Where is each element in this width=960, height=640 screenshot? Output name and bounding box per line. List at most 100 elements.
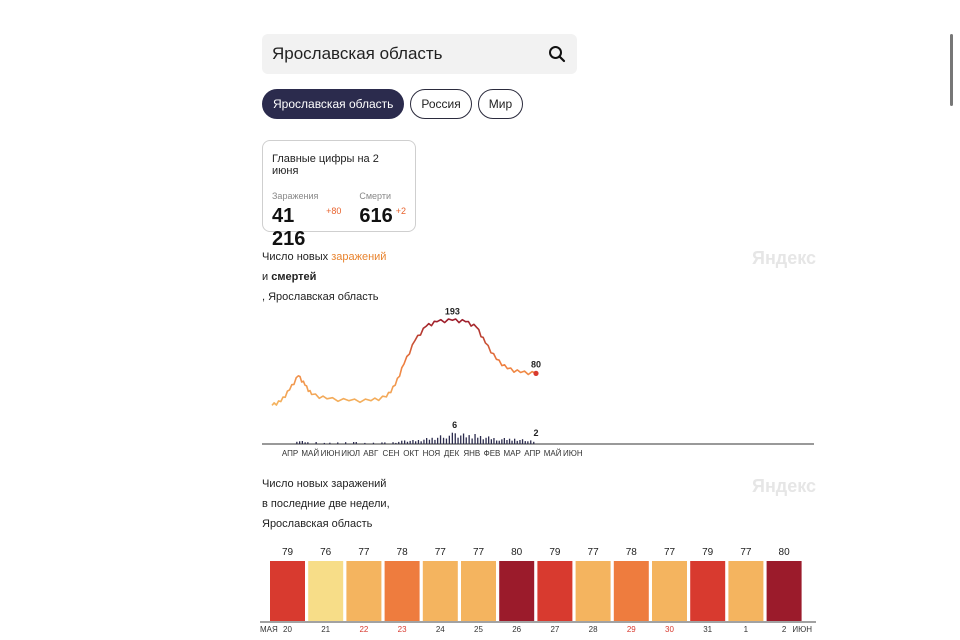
- yandex-watermark: Яндекс: [752, 476, 817, 496]
- x-tick-label: АПР: [524, 449, 540, 458]
- deaths-bar: [372, 442, 375, 444]
- bar: [537, 561, 573, 621]
- x-tick-label: ИЮН: [321, 449, 341, 458]
- chart2-title-line: Число новых заражений: [262, 478, 387, 490]
- bar: [613, 561, 649, 621]
- deaths-bar: [384, 442, 386, 444]
- deaths-bar: [307, 442, 309, 444]
- category-label: 29: [627, 625, 636, 634]
- bar: [690, 561, 726, 621]
- deaths-bar: [304, 442, 306, 444]
- deaths-bar: [420, 441, 422, 445]
- deaths-bar: [479, 436, 482, 444]
- category-label: 2: [782, 625, 787, 634]
- chart1-title-deaths: смертей: [271, 271, 317, 283]
- infections-delta: +80: [326, 206, 342, 216]
- deaths-bar: [395, 442, 397, 444]
- deaths-bar: [514, 438, 516, 444]
- deaths-label: Смерти: [359, 191, 392, 201]
- bar-value-label: 77: [358, 547, 370, 558]
- deaths-bar: [468, 435, 470, 444]
- deaths-bar: [329, 442, 331, 444]
- category-label: 22: [359, 625, 368, 634]
- summary-title: Главные цифры на 2 июня: [272, 153, 379, 177]
- deaths-bar: [415, 441, 417, 444]
- bar: [422, 561, 458, 621]
- deaths-bar: [462, 433, 465, 444]
- deaths-bar: [490, 439, 492, 444]
- deaths-bar: [501, 439, 503, 444]
- deaths-bar: [471, 438, 473, 444]
- search-box[interactable]: Ярославская область: [262, 34, 577, 74]
- infections-label: Заражения: [272, 191, 319, 201]
- x-tick-label: ФЕВ: [484, 449, 501, 458]
- infections-value: 41 216: [272, 205, 306, 250]
- deaths-bar: [516, 440, 518, 444]
- bar: [575, 561, 611, 621]
- deaths-bar: [345, 442, 347, 444]
- deaths-delta: +2: [395, 206, 406, 216]
- deaths-bar: [498, 440, 500, 444]
- deaths-bar: [530, 440, 532, 444]
- category-label: 27: [550, 625, 559, 634]
- category-label: 20: [283, 625, 292, 634]
- tab-world[interactable]: Мир: [477, 89, 524, 119]
- deaths-bar: [488, 436, 490, 444]
- deaths-bar: [477, 437, 479, 444]
- deaths-bar: [454, 433, 456, 444]
- deaths-bar: [445, 438, 448, 444]
- deaths-stat: Смерти 616 +2: [359, 191, 406, 251]
- deaths-bar: [465, 437, 467, 444]
- deaths-bar: [496, 440, 498, 444]
- bar-value-label: 77: [435, 547, 447, 558]
- deaths-bar: [412, 440, 414, 444]
- deaths-bar: [406, 441, 409, 444]
- category-label: 24: [436, 625, 445, 634]
- search-icon[interactable]: [547, 44, 567, 64]
- month-end-label: ИЮН: [792, 625, 812, 634]
- bar-value-label: 78: [397, 547, 409, 558]
- deaths-bar: [527, 441, 529, 444]
- deaths-bar: [423, 439, 425, 444]
- x-tick-label: НОЯ: [423, 449, 441, 458]
- x-tick-label: СЕН: [383, 449, 400, 458]
- x-tick-label: АВГ: [363, 449, 379, 458]
- chart1-title: Число новых заражений и смертей , Яросла…: [262, 247, 386, 307]
- bar: [652, 561, 687, 621]
- bar-value-label: 80: [511, 547, 523, 558]
- bar: [384, 561, 420, 621]
- deaths-bar: [337, 442, 339, 444]
- bar-value-label: 77: [588, 547, 600, 558]
- bar-value-label: 76: [320, 547, 332, 558]
- deaths-bar: [428, 439, 431, 444]
- chart1-title-and: и: [262, 271, 269, 283]
- deaths-annotation: 2: [533, 428, 538, 438]
- deaths-bar: [398, 441, 400, 444]
- deaths-bar: [301, 441, 303, 444]
- x-tick-label: ОКТ: [403, 449, 419, 458]
- tab-yaroslavl-region[interactable]: Ярославская область: [262, 89, 405, 119]
- deaths-annotation: 6: [452, 420, 457, 430]
- deaths-bar: [482, 439, 484, 444]
- month-start-label: МАЯ: [260, 625, 278, 634]
- deaths-bar: [442, 437, 445, 444]
- category-label: 31: [703, 625, 712, 634]
- category-label: 25: [474, 625, 483, 634]
- deaths-bar: [460, 435, 462, 444]
- x-tick-label: ИЮЛ: [341, 449, 360, 458]
- x-tick-label: ДЕК: [444, 449, 460, 458]
- scrollbar[interactable]: [950, 34, 953, 106]
- deaths-bar: [434, 439, 436, 444]
- bar: [461, 561, 496, 621]
- chart2-title-line: Ярославская область: [262, 518, 373, 530]
- chart1-title-prefix: Число новых: [262, 251, 329, 263]
- bar-value-label: 78: [626, 547, 638, 558]
- bar: [766, 561, 802, 621]
- deaths-bar: [353, 442, 355, 444]
- deaths-bar: [409, 440, 411, 444]
- deaths-bar: [519, 440, 521, 444]
- search-input[interactable]: Ярославская область: [272, 44, 443, 63]
- tab-russia[interactable]: Россия: [410, 89, 472, 119]
- deaths-bar: [296, 441, 298, 444]
